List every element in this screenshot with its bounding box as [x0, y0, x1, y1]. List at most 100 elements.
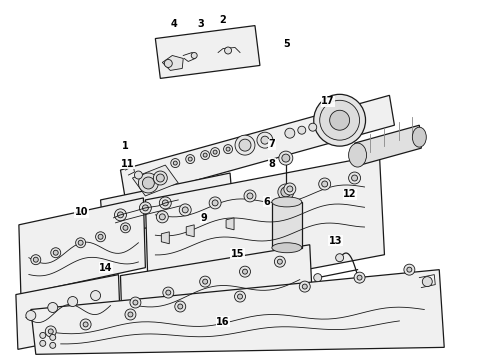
Circle shape [138, 173, 158, 193]
Circle shape [322, 181, 328, 187]
Circle shape [212, 200, 218, 206]
Circle shape [162, 200, 168, 206]
Circle shape [96, 232, 105, 242]
Ellipse shape [272, 197, 302, 207]
Polygon shape [226, 218, 234, 230]
Ellipse shape [348, 143, 367, 167]
Text: 15: 15 [231, 248, 245, 258]
Circle shape [26, 310, 36, 320]
Circle shape [156, 174, 164, 182]
Circle shape [243, 269, 247, 274]
Circle shape [223, 145, 233, 154]
Text: 12: 12 [343, 189, 357, 199]
Circle shape [164, 59, 172, 67]
Circle shape [140, 202, 151, 214]
Polygon shape [161, 232, 169, 244]
Text: 11: 11 [121, 159, 135, 169]
Circle shape [31, 255, 41, 265]
Text: 8: 8 [269, 159, 275, 169]
Circle shape [91, 291, 100, 301]
Circle shape [319, 100, 360, 140]
Circle shape [186, 154, 195, 163]
Polygon shape [121, 95, 394, 200]
Circle shape [226, 147, 230, 151]
Circle shape [261, 136, 269, 144]
Circle shape [182, 207, 188, 213]
Circle shape [309, 123, 317, 131]
Circle shape [156, 211, 168, 223]
Text: 16: 16 [216, 317, 230, 327]
Circle shape [274, 256, 285, 267]
Circle shape [336, 254, 343, 262]
Text: 1: 1 [122, 141, 129, 151]
Circle shape [159, 214, 165, 220]
Circle shape [285, 128, 295, 138]
Circle shape [53, 250, 58, 255]
Circle shape [318, 178, 331, 190]
Polygon shape [19, 198, 146, 294]
Ellipse shape [413, 127, 426, 147]
Circle shape [98, 234, 103, 239]
Circle shape [40, 340, 46, 346]
Circle shape [163, 287, 174, 298]
Ellipse shape [272, 243, 302, 253]
Text: 14: 14 [99, 263, 113, 273]
Circle shape [191, 53, 197, 58]
Text: 7: 7 [269, 139, 275, 149]
Circle shape [404, 264, 415, 275]
Circle shape [287, 186, 293, 192]
Circle shape [224, 47, 232, 54]
Text: 10: 10 [75, 207, 88, 217]
Text: 6: 6 [264, 197, 270, 207]
Circle shape [348, 172, 361, 184]
Circle shape [277, 259, 282, 264]
Circle shape [284, 183, 296, 195]
Circle shape [298, 126, 306, 134]
Circle shape [48, 302, 58, 312]
Circle shape [407, 267, 412, 272]
Circle shape [115, 209, 126, 221]
Text: 2: 2 [220, 15, 226, 26]
Circle shape [201, 150, 210, 159]
Polygon shape [162, 55, 183, 71]
Circle shape [134, 171, 143, 179]
Circle shape [282, 154, 290, 162]
Circle shape [78, 240, 83, 245]
Text: 13: 13 [329, 236, 342, 246]
Circle shape [143, 205, 148, 211]
Circle shape [235, 291, 245, 302]
Polygon shape [31, 270, 444, 354]
Circle shape [166, 290, 171, 295]
Polygon shape [355, 125, 421, 166]
Circle shape [159, 197, 171, 209]
Circle shape [68, 297, 77, 306]
Circle shape [83, 322, 88, 327]
Circle shape [352, 175, 358, 181]
Circle shape [244, 190, 256, 202]
Circle shape [240, 266, 250, 277]
Circle shape [354, 272, 365, 283]
Circle shape [143, 177, 154, 189]
Circle shape [281, 187, 291, 197]
Circle shape [40, 332, 46, 338]
Circle shape [314, 274, 322, 282]
Polygon shape [186, 225, 194, 237]
Text: 5: 5 [283, 39, 290, 49]
Circle shape [118, 212, 123, 218]
Circle shape [130, 297, 141, 308]
Circle shape [213, 150, 217, 154]
Circle shape [302, 284, 307, 289]
Circle shape [238, 294, 243, 299]
Circle shape [279, 151, 293, 165]
Circle shape [247, 193, 253, 199]
Polygon shape [155, 26, 260, 78]
Circle shape [330, 110, 349, 130]
Text: 17: 17 [321, 96, 335, 106]
Polygon shape [146, 155, 385, 300]
Circle shape [171, 159, 180, 167]
Circle shape [357, 275, 362, 280]
Polygon shape [132, 165, 178, 196]
Circle shape [125, 309, 136, 320]
Circle shape [278, 184, 294, 200]
Circle shape [257, 132, 273, 148]
